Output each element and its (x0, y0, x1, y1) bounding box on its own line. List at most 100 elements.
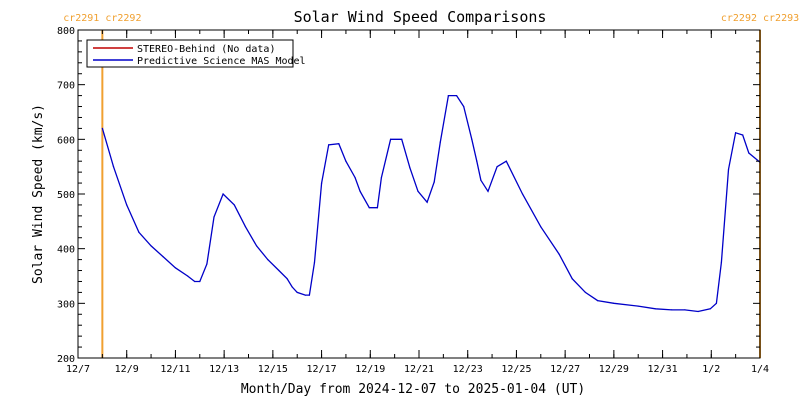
data-point (376, 207, 378, 209)
x-tick-label: 12/27 (550, 364, 580, 375)
y-tick-label: 300 (57, 299, 75, 310)
data-point (671, 309, 673, 311)
data-point (354, 177, 356, 179)
data-point (359, 190, 361, 192)
series-line-mas-model (101, 94, 761, 313)
data-point (727, 168, 730, 170)
data-point (328, 144, 330, 146)
legend-label: Predictive Science MAS Model (137, 56, 306, 67)
data-point (654, 308, 657, 310)
data-point (637, 305, 639, 307)
chart-title: Solar Wind Speed Comparisons (294, 8, 547, 26)
x-tick-label: 12/9 (115, 364, 139, 375)
data-point (278, 269, 280, 272)
data-point (206, 263, 208, 265)
data-point (222, 193, 224, 195)
y-tick-label: 500 (57, 190, 75, 201)
data-point (313, 261, 316, 263)
carrington-marker-label: cr2291 cr2292 (63, 13, 141, 24)
data-point (455, 95, 458, 97)
data-point (409, 167, 411, 169)
data-point (291, 286, 293, 288)
data-point (296, 291, 298, 293)
data-point (748, 152, 750, 154)
data-point (487, 190, 489, 192)
x-tick-label: 12/15 (258, 364, 288, 375)
data-point (286, 278, 288, 280)
y-axis-title: Solar Wind Speed (km/s) (31, 104, 46, 284)
data-point (138, 231, 140, 233)
data-point (199, 280, 201, 283)
data-point (742, 134, 744, 136)
x-tick-label: 12/11 (160, 364, 190, 375)
data-point (476, 160, 478, 162)
data-point (368, 207, 370, 209)
data-point (320, 182, 323, 184)
y-tick-label: 700 (57, 81, 75, 92)
data-point (471, 138, 473, 140)
data-point (584, 291, 587, 293)
data-point (720, 261, 723, 263)
data-point (558, 253, 560, 255)
data-point (571, 278, 573, 280)
x-tick-label: 1/2 (702, 364, 720, 375)
legend-label: STEREO-Behind (No data) (137, 44, 275, 55)
y-axis: 200 300 400 500 600 700 800 (57, 26, 760, 365)
data-point (308, 294, 310, 296)
data-point (505, 160, 507, 162)
data-point (709, 308, 711, 310)
x-tick-label: 12/31 (648, 364, 678, 375)
data-point (112, 166, 115, 168)
data-point (521, 193, 524, 195)
data-point (244, 226, 247, 228)
y-tick-label: 200 (57, 354, 75, 365)
legend-box (86, 39, 294, 68)
data-point (684, 309, 686, 311)
data-point (480, 179, 482, 181)
data-point (540, 226, 542, 228)
data-point (126, 204, 128, 206)
data-point (433, 181, 435, 183)
legend: STEREO-Behind (No data)Predictive Scienc… (86, 39, 306, 68)
data-point (162, 256, 164, 258)
data-point (304, 294, 306, 296)
data-point (256, 245, 258, 247)
data-point (426, 201, 428, 203)
data-point (417, 190, 419, 192)
data-point (463, 105, 465, 108)
y-tick-label: 400 (57, 245, 75, 256)
data-point (233, 204, 235, 206)
data-point (380, 177, 383, 179)
data-point (345, 160, 347, 162)
data-point (187, 275, 189, 277)
data-point (447, 95, 450, 97)
x-axis: 12/7 12/9 12/11 12/13 12/15 12/17 12/19 12/21 12… (66, 30, 769, 375)
series-layer (101, 94, 761, 313)
data-point (150, 245, 152, 247)
data-point (101, 127, 103, 129)
data-point (597, 300, 599, 302)
data-point (401, 138, 403, 140)
data-point (194, 280, 196, 283)
y-tick-label: 800 (57, 26, 75, 37)
data-point (389, 138, 392, 140)
x-tick-label: 12/19 (355, 364, 385, 375)
x-tick-label: 12/29 (599, 364, 629, 375)
y-tick-label: 600 (57, 135, 75, 146)
data-point (613, 302, 615, 304)
data-point (439, 141, 441, 143)
data-point (338, 143, 340, 145)
x-tick-label: 12/21 (404, 364, 434, 375)
x-axis-title: Month/Day from 2024-12-07 to 2025-01-04 … (241, 382, 585, 397)
x-tick-label: 12/17 (307, 364, 337, 375)
data-point (715, 302, 717, 304)
x-tick-label: 12/25 (501, 364, 531, 375)
x-tick-label: 12/13 (209, 364, 239, 375)
x-tick-label: 12/7 (66, 364, 90, 375)
x-tick-label: 12/23 (453, 364, 483, 375)
data-point (697, 310, 699, 313)
data-point (213, 216, 215, 218)
x-tick-label: 1/4 (751, 364, 769, 375)
data-point (174, 267, 177, 269)
